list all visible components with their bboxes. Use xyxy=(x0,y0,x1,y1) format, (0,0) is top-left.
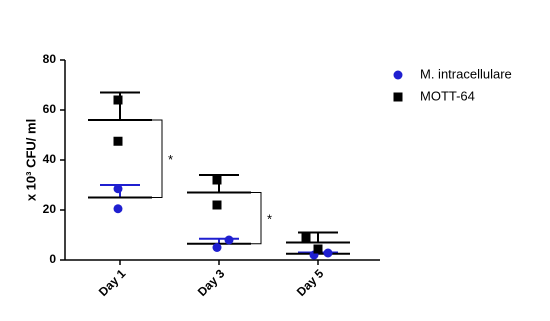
y-axis-label: x 10³ CFU/ ml xyxy=(23,119,38,201)
legend-marker xyxy=(393,70,403,80)
significance-label: * xyxy=(168,152,173,167)
point xyxy=(113,184,123,194)
legend-marker xyxy=(393,92,403,102)
y-tick-label: 40 xyxy=(43,152,57,166)
legend-label: M. intracellulare xyxy=(420,66,512,81)
x-tick-label: Day 1 xyxy=(96,266,129,299)
point xyxy=(323,248,333,258)
y-tick-label: 60 xyxy=(43,102,57,116)
y-tick-label: 20 xyxy=(43,202,57,216)
significance-bracket xyxy=(247,192,262,245)
significance-label: * xyxy=(267,212,272,227)
point xyxy=(224,235,234,245)
x-tick-label: Day 3 xyxy=(195,266,228,299)
significance-bracket xyxy=(148,119,163,198)
y-tick-label: 0 xyxy=(49,252,56,266)
x-tick-label: Day 5 xyxy=(294,266,327,299)
point xyxy=(113,95,123,105)
point xyxy=(212,175,222,185)
point xyxy=(301,232,311,242)
point xyxy=(313,244,323,254)
y-tick-label: 80 xyxy=(43,52,57,66)
point xyxy=(113,204,123,214)
legend-label: MOTT-64 xyxy=(420,88,475,103)
point xyxy=(212,243,222,252)
point xyxy=(212,200,222,210)
point xyxy=(113,136,123,146)
